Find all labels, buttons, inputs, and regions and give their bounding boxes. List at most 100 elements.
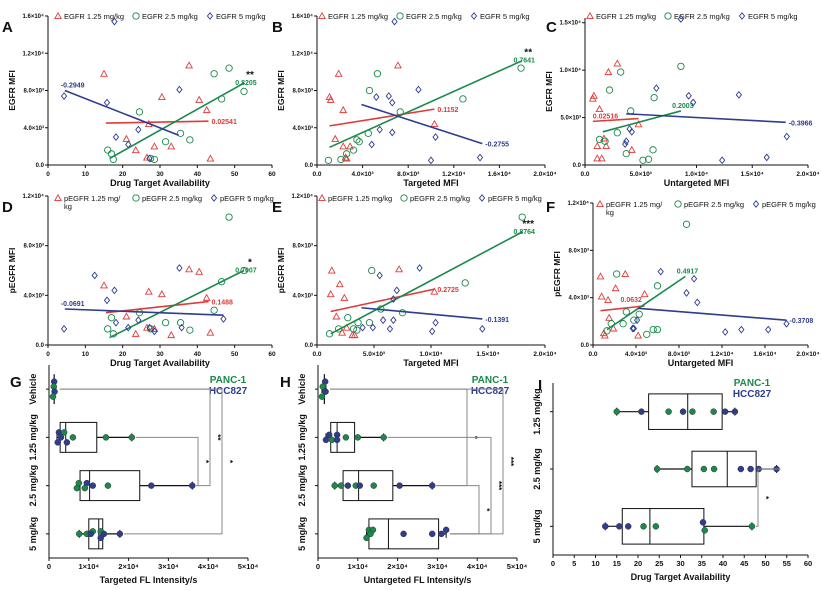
legend-marker-circle	[674, 200, 682, 208]
data-point-circle	[373, 70, 382, 78]
x-tick-label: 10	[82, 171, 90, 178]
data-point	[747, 465, 754, 473]
x-tick-label: 2.0×10⁴	[796, 351, 819, 358]
x-tick-label: 1.5×10⁴	[476, 351, 499, 358]
data-point-triangle	[327, 266, 336, 274]
data-point-diamond	[683, 289, 690, 297]
y-tick-label: 1.0×10⁴	[560, 68, 582, 74]
significance-bracket	[135, 436, 199, 487]
group-label: 5 mg/kg	[28, 517, 38, 551]
legend-label: EGFR 2.5 mg/kg	[406, 12, 462, 21]
data-point-triangle	[621, 269, 630, 278]
data-point	[49, 393, 57, 400]
x-tick-label: 5	[572, 559, 576, 568]
regression-line	[361, 103, 483, 145]
data-point-triangle	[131, 145, 140, 154]
y-tick-label: 0.0	[305, 343, 314, 349]
y-axis-title: pEGFR MFI	[276, 248, 286, 294]
data-point	[344, 482, 352, 489]
data-point-circle	[649, 146, 657, 154]
data-point-diamond	[685, 91, 692, 100]
x-tick-label: 1.5×10⁴	[741, 171, 764, 178]
x-tick-label: 8.0×10³	[397, 171, 420, 178]
panel-letter: F	[546, 199, 555, 216]
data-point-diamond	[389, 128, 396, 137]
group-label: Vehicle	[297, 374, 307, 405]
data-point-diamond	[91, 271, 98, 280]
data-point-triangle	[195, 267, 204, 275]
significance-bracket	[329, 388, 504, 535]
data-point-triangle	[326, 95, 335, 103]
x-axis-title: Untargeted FL Intensity/s	[364, 575, 472, 585]
data-point-circle	[186, 136, 194, 144]
data-point	[737, 465, 745, 473]
correlation-label: 0.8764	[513, 229, 535, 236]
legend-label: EGFR 1.25 mg/kg	[596, 12, 656, 21]
significance-stars: *	[761, 496, 770, 500]
data-point-diamond	[622, 140, 629, 149]
data-point-diamond	[629, 324, 636, 333]
legend-marker-circle	[132, 194, 140, 202]
data-point-circle	[653, 282, 662, 290]
data-point-diamond	[151, 327, 158, 336]
x-tick-label: 1.6×10⁴	[753, 351, 776, 358]
correlation-label: -0.2755	[485, 142, 509, 149]
legend-label: HCC827	[733, 389, 772, 400]
data-point-triangle	[395, 265, 404, 273]
data-point-triangle	[604, 295, 613, 304]
significance-stars: *	[248, 258, 252, 269]
regression-line	[109, 269, 245, 339]
x-tick-label: 3×10⁴	[427, 562, 448, 571]
data-point-diamond	[176, 85, 183, 94]
legend-marker-diamond	[210, 194, 218, 202]
x-tick-label: 4.0×10³	[625, 351, 648, 358]
significance-stars: **	[524, 48, 532, 59]
y-tick-label: 0.0	[36, 163, 45, 169]
x-axis-title: Untargeted MFI	[668, 358, 734, 368]
data-point-circle	[186, 326, 194, 334]
x-tick-label: 40	[719, 559, 727, 568]
data-point-diamond	[220, 315, 227, 323]
data-point-triangle	[593, 141, 602, 150]
data-point-diamond	[476, 153, 484, 162]
data-point-diamond	[376, 271, 383, 280]
panel-A: A 0 10 20 30 40 50 60 0.0 4.0×10³ 8.0×10³ 1.2×10⁴ 1.…	[2, 11, 276, 188]
data-point-diamond	[369, 323, 376, 332]
data-point	[97, 534, 104, 542]
x-tick-label: 10	[591, 559, 599, 568]
data-point-diamond	[390, 316, 397, 325]
data-point-triangle	[595, 104, 604, 113]
data-point	[102, 434, 110, 441]
correlation-label: -0.2949	[61, 83, 85, 90]
data-point-circle	[176, 318, 185, 327]
data-point	[652, 523, 660, 530]
y-tick-label: 1.2×10⁴	[23, 194, 45, 200]
box	[342, 470, 394, 502]
data-point-circle	[619, 320, 627, 328]
x-tick-label: 50	[761, 559, 769, 568]
data-point-triangle	[593, 154, 602, 162]
legend-label: kg	[64, 202, 72, 211]
data-point-circle	[643, 330, 651, 338]
data-point-circle	[639, 156, 647, 164]
data-point-diamond	[719, 156, 726, 165]
y-tick-label: 4.0×10³	[292, 292, 313, 299]
data-point	[69, 434, 77, 441]
legend-label: kg	[606, 208, 614, 217]
data-point-diamond	[385, 92, 392, 101]
legend-marker-diamond	[206, 12, 214, 20]
data-point-circle	[682, 220, 691, 228]
data-point	[367, 530, 374, 538]
x-tick-label: 45	[740, 559, 748, 568]
panel-letter: I	[538, 377, 542, 394]
panel-letter: D	[2, 199, 13, 216]
data-point-diamond	[677, 15, 685, 23]
panel-F: F 0.0 4.0×10³ 8.0×10³ 1.2×10⁴ 1.6×10⁴ 2.0×10⁴ 0…	[546, 199, 820, 368]
data-point-circle	[217, 278, 226, 286]
data-point-triangle	[332, 312, 341, 320]
data-point-circle	[324, 156, 333, 164]
legend-label: PANC-1	[734, 378, 771, 389]
x-tick-label: 15	[613, 559, 621, 568]
data-point-triangle	[326, 289, 335, 298]
data-point-circle	[344, 314, 352, 322]
